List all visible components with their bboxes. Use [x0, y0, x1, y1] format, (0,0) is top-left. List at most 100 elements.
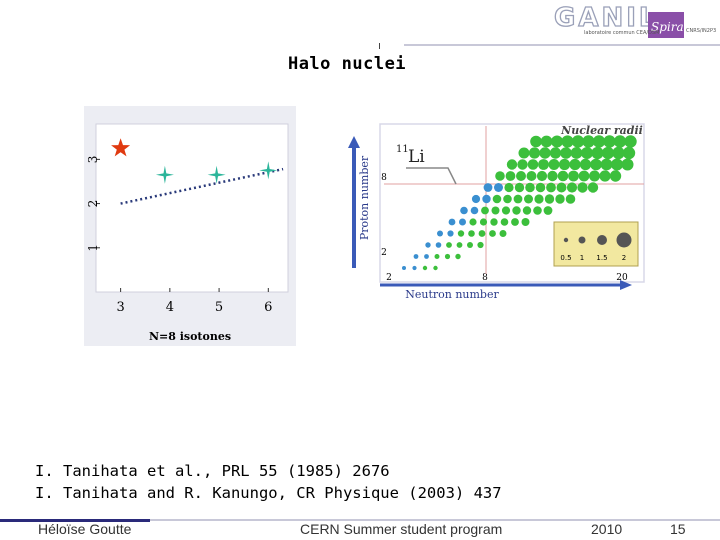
nuclide-bubble	[590, 158, 602, 171]
nuclide-bubble	[566, 182, 578, 193]
size-legend	[553, 221, 639, 267]
plot-frame	[379, 123, 645, 283]
y-tick-label: 2	[381, 248, 387, 258]
footer-page-number: 15	[670, 521, 686, 537]
nuclide-bubble	[512, 206, 521, 215]
y-axis-label: Proton number	[358, 155, 371, 240]
nuclide-bubble	[516, 171, 526, 181]
nuclide-bubble	[424, 254, 429, 259]
nuclide-bubble	[468, 230, 475, 237]
x-tick-label: 20	[616, 273, 628, 283]
nuclide-bubble	[492, 194, 502, 204]
nuclide-bubble	[522, 206, 532, 215]
nuclide-bubble	[555, 194, 565, 204]
nuclide-bubble	[579, 158, 592, 171]
nuclide-bubble	[413, 254, 419, 259]
nuclide-bubble	[483, 183, 493, 192]
nuclide-bubble	[446, 242, 452, 248]
nuclide-bubble	[544, 194, 555, 204]
nuclide-bubble	[456, 242, 463, 248]
nuclide-bubble	[455, 253, 461, 260]
nuclide-bubble	[490, 218, 498, 226]
nuclide-bubble	[478, 230, 486, 237]
nuclide-bubble	[459, 218, 466, 226]
nuclide-bubble	[481, 206, 489, 215]
nuclide-bubble	[521, 218, 530, 226]
legend-bubble	[597, 235, 607, 245]
nuclide-bubble	[448, 218, 456, 226]
nuclide-bubble	[581, 147, 593, 159]
x-axis-label: Neutron number	[405, 288, 499, 301]
nuclide-bubble	[624, 135, 637, 148]
nuclide-bubble	[551, 135, 563, 148]
nuclide-bubble	[569, 158, 581, 171]
nuclide-bubble	[558, 158, 571, 171]
nuclide-bubble	[517, 159, 528, 170]
nuclide-bubble	[543, 206, 553, 215]
nuclide-bubble	[613, 135, 627, 148]
y-tick-label: 2	[86, 200, 100, 208]
nuclide-bubble	[560, 147, 572, 159]
nuclide-bubble	[467, 242, 473, 248]
nuclide-bubble	[536, 170, 548, 182]
x-tick-label: 3	[116, 300, 124, 315]
footer-year: 2010	[591, 521, 623, 537]
nuclide-bubble	[603, 135, 616, 148]
nuclide-bubble	[526, 171, 537, 181]
nuclide-bubble	[513, 194, 523, 204]
plot-area	[95, 123, 289, 293]
footer-rule	[0, 519, 720, 521]
nuclide-bubble	[477, 241, 484, 249]
nuclide-bubble	[535, 182, 546, 193]
nuclide-bubble	[433, 265, 438, 271]
footer-author: Héloïse Goutte	[38, 521, 132, 537]
nuclear-radii-chart: Proton number Neutron number Nuclear radii…	[344, 118, 648, 304]
data-point-cross	[155, 165, 174, 184]
y-arrow-head	[348, 136, 360, 148]
nuclide-bubble	[540, 135, 553, 148]
nuclide-bubble	[530, 135, 542, 148]
x-arrow-head	[620, 280, 632, 290]
nuclide-bubble	[565, 194, 576, 204]
nuclide-bubble	[600, 158, 613, 171]
nuclide-bubble	[511, 218, 519, 226]
x-axis-label: N=8 isotones	[149, 330, 231, 343]
ganil-logo: GANIL Spiral2 laboratoire commun CEA/DSM…	[553, 2, 716, 38]
nuclide-bubble	[495, 171, 505, 181]
nuclide-bubble	[479, 218, 488, 226]
nuclide-bubble	[571, 135, 585, 148]
nuclide-bubble	[599, 170, 611, 182]
nuclide-bubble	[538, 159, 549, 170]
nuclide-bubble	[471, 194, 481, 204]
nuclide-bubble	[425, 242, 431, 248]
nuclide-bubble	[556, 182, 567, 193]
x-tick-label: 4	[166, 300, 174, 315]
nuclide-bubble	[621, 158, 634, 171]
legend-size-label: 0.5	[560, 254, 571, 262]
nuclide-bubble	[601, 146, 615, 160]
y-tick-label: 1	[86, 244, 100, 252]
nuclide-bubble	[527, 159, 539, 170]
legend-bubble	[563, 237, 569, 243]
legend-size-label: 1.5	[596, 254, 607, 262]
nuclide-bubble	[589, 170, 600, 182]
nuclide-bubble	[504, 182, 514, 193]
x-tick-label: 8	[482, 273, 488, 283]
nuclide-bubble	[577, 182, 588, 193]
nuclide-bubble	[499, 230, 507, 237]
nuclide-bubble	[422, 265, 428, 271]
nuclide-bubble	[501, 206, 511, 215]
nuclide-bubble	[539, 147, 551, 159]
x-tick-label: 2	[386, 273, 392, 283]
nuclide-bubble	[525, 182, 535, 193]
nuclide-bubble	[524, 194, 533, 204]
nuclide-bubble	[611, 158, 623, 171]
header-rule	[404, 44, 720, 46]
nuclide-bubble	[534, 194, 544, 204]
nuclide-bubble	[437, 230, 443, 237]
nuclide-bubble	[546, 182, 556, 193]
logo-line2: CNRS/IN2P3	[686, 28, 716, 34]
nuclide-bubble	[561, 135, 574, 148]
nuclide-bubble	[570, 147, 583, 159]
